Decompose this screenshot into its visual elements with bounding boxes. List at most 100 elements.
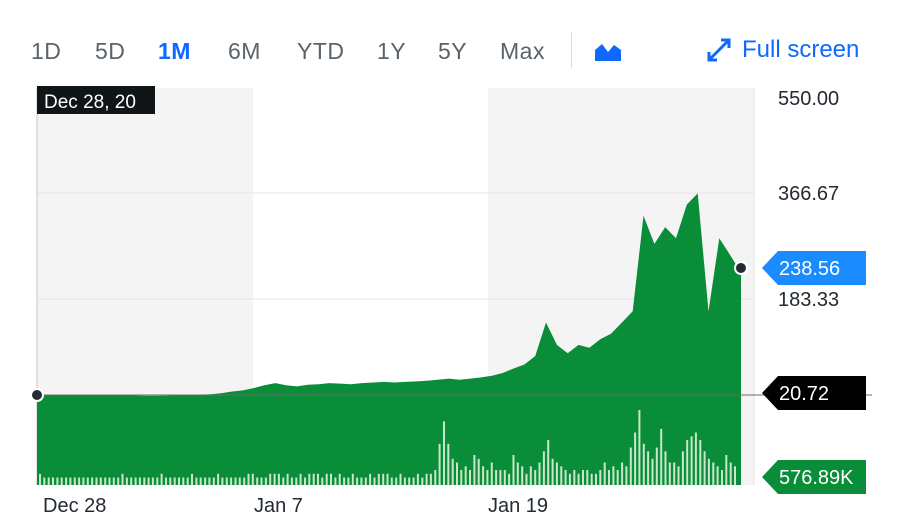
volume-bar bbox=[343, 477, 346, 485]
volume-bar bbox=[238, 477, 241, 485]
volume-bar bbox=[47, 477, 50, 485]
volume-bar bbox=[208, 477, 211, 485]
volume-bar bbox=[160, 473, 163, 486]
x-tick-dec28: Dec 28 bbox=[43, 495, 106, 517]
volume-bar bbox=[330, 473, 332, 486]
volume-bar bbox=[225, 477, 228, 485]
volume-bar bbox=[173, 477, 176, 485]
volume-bar bbox=[338, 473, 341, 486]
volume-bar bbox=[486, 470, 489, 485]
volume-bar bbox=[703, 451, 706, 486]
y-tick-183: 183.33 bbox=[778, 289, 839, 311]
volume-bar bbox=[386, 473, 389, 486]
volume-bar bbox=[621, 462, 624, 485]
range-tab-5y[interactable]: 5Y bbox=[438, 38, 468, 64]
price-area bbox=[37, 193, 741, 485]
volume-bar bbox=[699, 440, 702, 485]
current-point bbox=[734, 261, 748, 275]
volume-bar bbox=[125, 477, 128, 485]
volume-bar bbox=[469, 470, 471, 485]
volume-bar bbox=[104, 477, 107, 485]
volume-bar bbox=[390, 477, 393, 485]
volume-bar bbox=[464, 466, 467, 486]
range-tab-6m[interactable]: 6M bbox=[228, 38, 261, 64]
volume-bar bbox=[408, 477, 411, 485]
volume-bar bbox=[282, 477, 285, 485]
volume-bar bbox=[351, 473, 354, 486]
range-tab-max[interactable]: Max bbox=[500, 38, 545, 64]
volume-bar bbox=[456, 462, 458, 485]
volume-bar bbox=[112, 477, 115, 485]
volume-bar bbox=[603, 462, 606, 485]
volume-bar bbox=[416, 473, 419, 486]
volume-bar bbox=[325, 473, 328, 486]
expand-icon bbox=[707, 38, 731, 62]
volume-bar bbox=[395, 477, 398, 485]
range-selector: 1D 5D 1M 6M YTD 1Y 5Y Max Full screen bbox=[0, 0, 900, 100]
hover-date-tag: Dec 28, 20 bbox=[37, 86, 155, 114]
volume-label: 576.89K bbox=[779, 467, 854, 489]
volume-bar bbox=[412, 477, 415, 485]
volume-bar bbox=[681, 451, 684, 486]
volume-bar bbox=[721, 470, 723, 485]
volume-bar bbox=[264, 477, 267, 485]
range-tab-1m[interactable]: 1M bbox=[158, 38, 191, 64]
volume-bar bbox=[221, 477, 224, 485]
volume-bar bbox=[364, 477, 367, 485]
volume-bar bbox=[529, 466, 532, 486]
volume-bar bbox=[599, 470, 602, 485]
volume-bar bbox=[647, 451, 650, 486]
volume-bar bbox=[460, 470, 463, 485]
volume-bar bbox=[512, 455, 515, 485]
range-tab-5d[interactable]: 5D bbox=[95, 38, 126, 64]
volume-tag: 576.89K bbox=[762, 460, 866, 494]
volume-bar bbox=[451, 458, 454, 486]
volume-bar bbox=[69, 477, 72, 485]
full-screen-label: Full screen bbox=[742, 36, 860, 63]
volume-bar bbox=[86, 477, 89, 485]
volume-bar bbox=[425, 473, 428, 486]
volume-bar bbox=[421, 477, 424, 485]
y-tick-366: 366.67 bbox=[778, 183, 839, 205]
volume-bar bbox=[438, 443, 441, 486]
range-tab-1d[interactable]: 1D bbox=[31, 38, 62, 64]
volume-bar bbox=[482, 466, 485, 486]
volume-bar bbox=[694, 432, 697, 485]
full-screen-button[interactable]: Full screen bbox=[706, 36, 859, 64]
volume-bar bbox=[230, 477, 233, 485]
volume-bar bbox=[447, 443, 450, 486]
volume-bar bbox=[542, 451, 545, 486]
volume-bar bbox=[716, 466, 719, 486]
volume-bar bbox=[39, 473, 41, 486]
range-tab-ytd[interactable]: YTD bbox=[297, 38, 345, 64]
volume-bar bbox=[199, 477, 202, 485]
volume-bar bbox=[373, 477, 376, 485]
volume-bar bbox=[707, 458, 710, 486]
volume-bar bbox=[95, 477, 98, 485]
volume-bar bbox=[664, 451, 667, 486]
volume-bar bbox=[334, 477, 337, 485]
volume-bar bbox=[525, 473, 528, 486]
current-price-label: 238.56 bbox=[779, 258, 840, 280]
volume-bar bbox=[217, 473, 220, 486]
range-tab-1y[interactable]: 1Y bbox=[377, 38, 407, 64]
volume-bar bbox=[725, 455, 728, 485]
volume-bar bbox=[43, 477, 46, 485]
previous-close-tag: 20.72 bbox=[762, 376, 866, 410]
volume-bar bbox=[130, 477, 133, 485]
volume-bar bbox=[712, 462, 715, 485]
volume-bar bbox=[138, 477, 141, 485]
volume-bar bbox=[612, 466, 615, 486]
area-chart-icon[interactable] bbox=[592, 40, 624, 64]
x-tick-jan7: Jan 7 bbox=[254, 495, 303, 517]
volume-bar bbox=[377, 473, 380, 486]
volume-bar bbox=[651, 458, 654, 486]
volume-bar bbox=[608, 470, 610, 485]
volume-bar bbox=[734, 466, 736, 486]
volume-bar bbox=[443, 421, 445, 486]
previous-close-label: 20.72 bbox=[779, 383, 829, 405]
volume-bar bbox=[660, 428, 663, 486]
volume-bar bbox=[65, 477, 68, 485]
volume-bar bbox=[625, 466, 628, 486]
